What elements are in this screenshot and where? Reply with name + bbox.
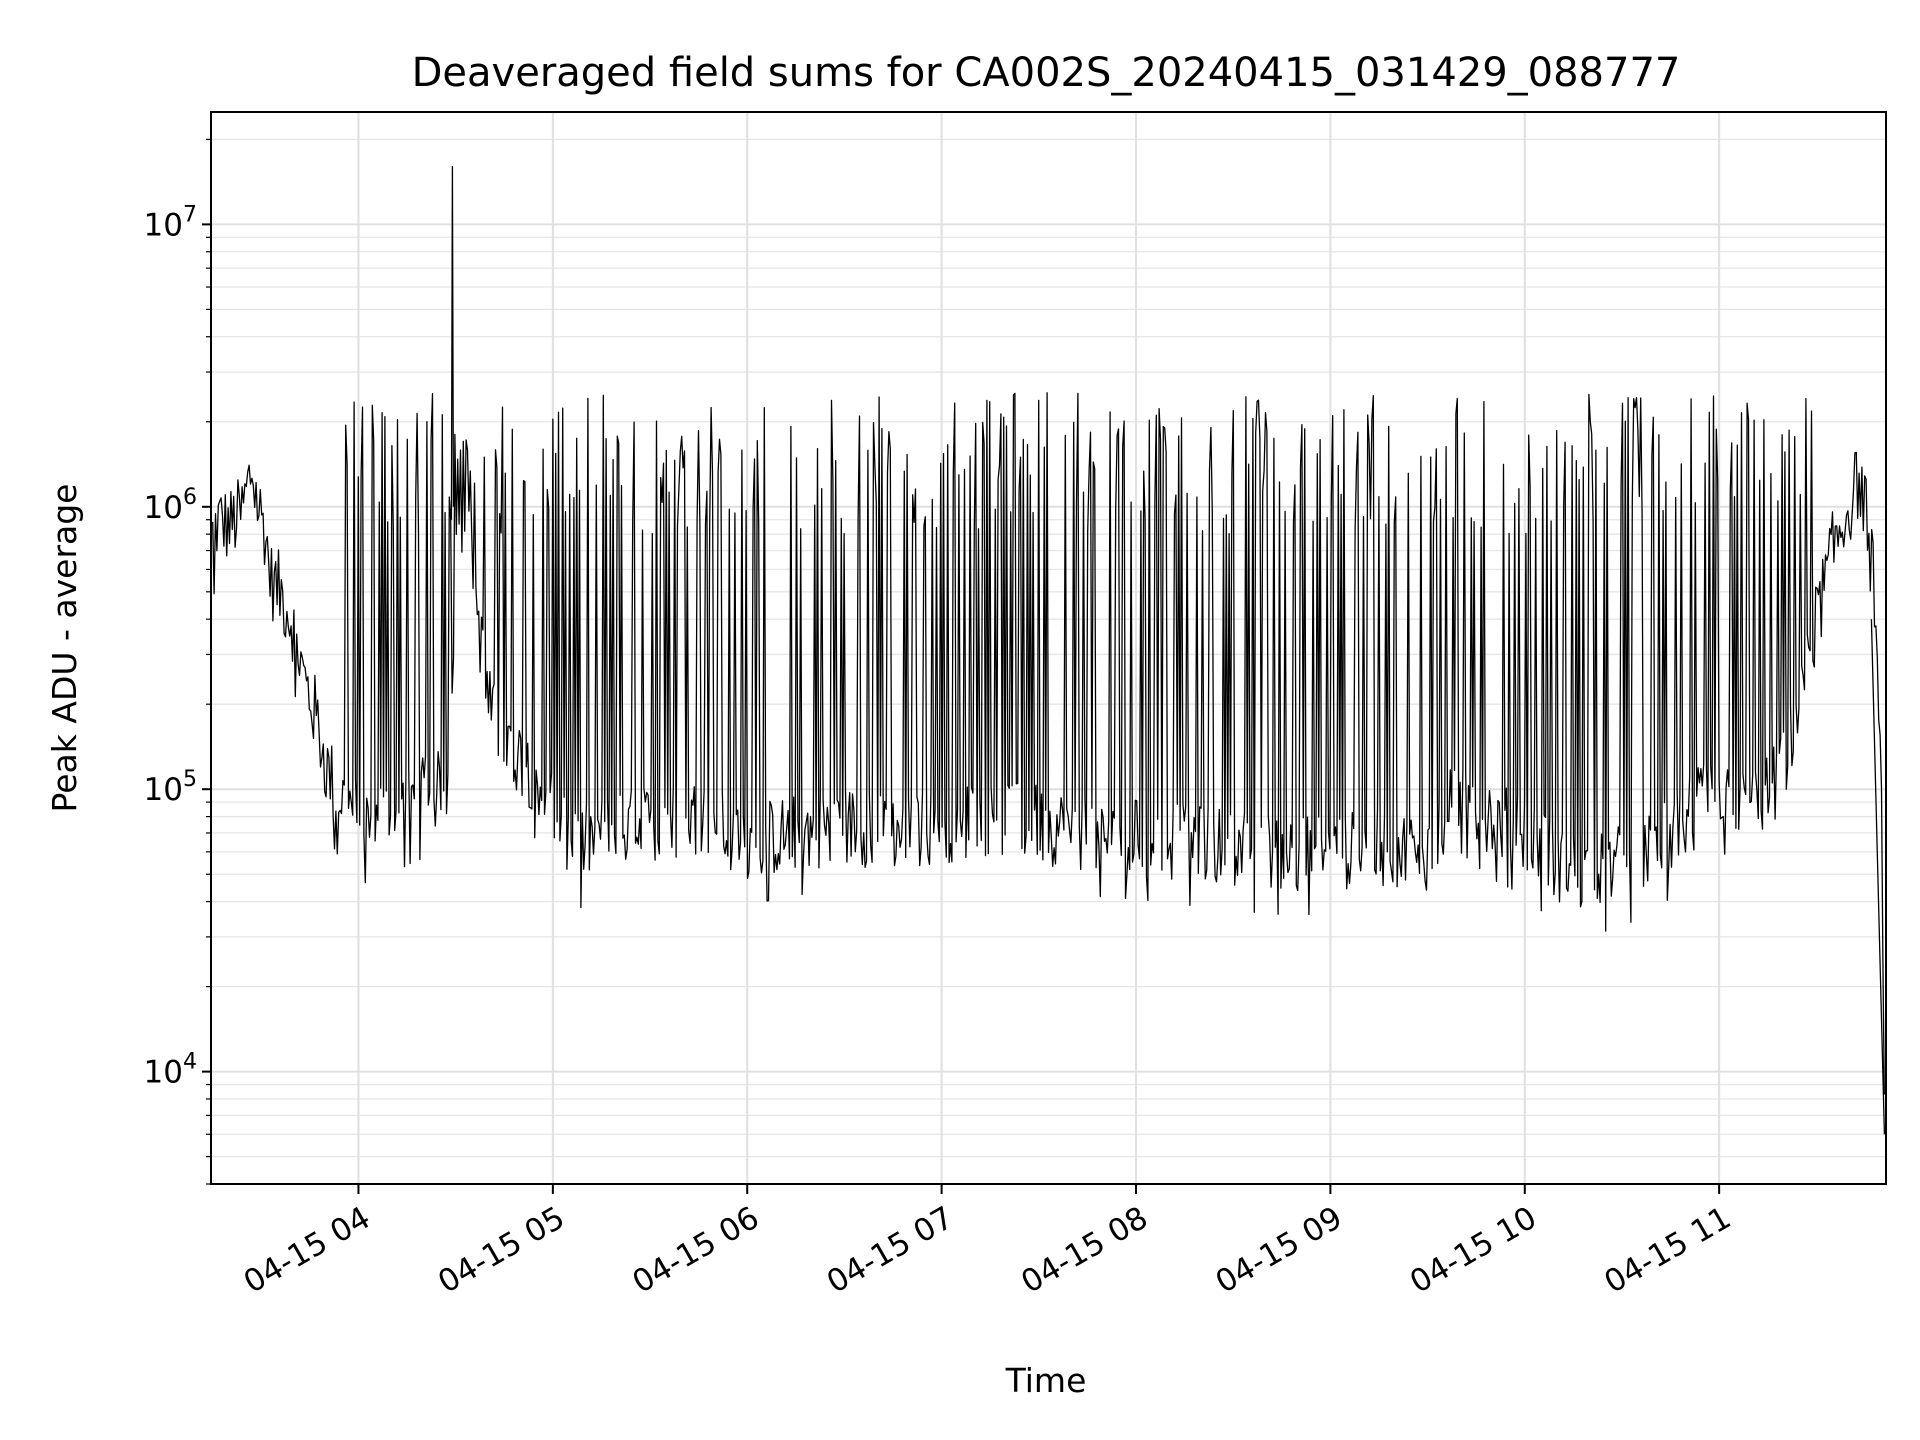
y-tick-label: 105 bbox=[144, 767, 197, 808]
y-tick-label: 106 bbox=[144, 485, 197, 526]
y-tick-label: 104 bbox=[144, 1050, 197, 1091]
series-line bbox=[212, 166, 1886, 1135]
y-tick-label: 107 bbox=[144, 202, 197, 243]
major-gridlines bbox=[211, 112, 1886, 1184]
x-axis-label: Time bbox=[1005, 1361, 1087, 1400]
plot-frame bbox=[210, 111, 1887, 1185]
chart-title: Deaveraged field sums for CA002S_2024041… bbox=[412, 50, 1681, 96]
y-axis: 104 105 106 107 bbox=[144, 138, 211, 1185]
y-axis-label: Peak ADU - average bbox=[45, 484, 84, 813]
